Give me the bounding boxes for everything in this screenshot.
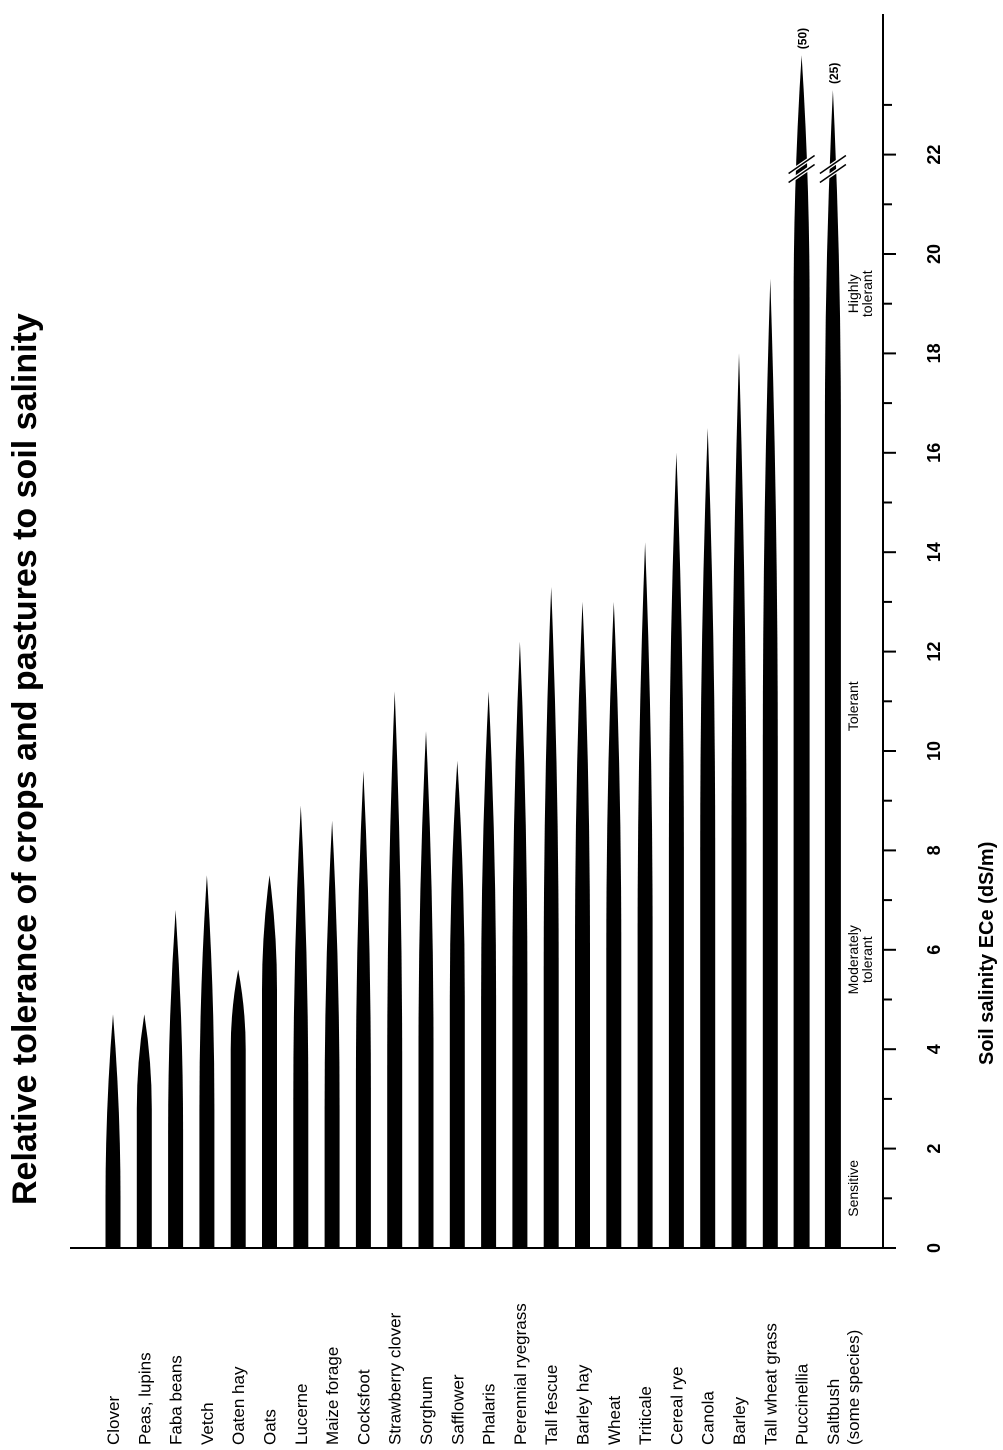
value-axis-title: Soil salinity ECe (dS/m) xyxy=(976,842,998,1065)
category-label-clover: Clover xyxy=(104,1396,123,1445)
bar-sorghum xyxy=(418,731,434,1248)
bar-barley xyxy=(731,353,747,1248)
bar-barley-hay xyxy=(575,601,590,1248)
bar-tall-fescue xyxy=(543,586,559,1248)
bar-phalaris xyxy=(481,691,497,1248)
category-label-sorghum: Sorghum xyxy=(417,1376,436,1445)
category-label-safflower: Safflower xyxy=(448,1374,467,1445)
bar-perennial-ryegrass xyxy=(512,641,528,1248)
category-label-barley: Barley xyxy=(730,1396,749,1445)
bar-cereal-rye xyxy=(668,452,684,1248)
tick-label-6: 6 xyxy=(924,945,944,955)
bar-lucerne xyxy=(293,805,309,1248)
bar-peas-lupins xyxy=(136,1014,152,1248)
bar-puccinellia xyxy=(793,55,810,1249)
category-label-cereal-rye: Cereal rye xyxy=(667,1367,686,1445)
bar-faba-beans xyxy=(168,910,184,1248)
tick-label-20: 20 xyxy=(924,244,944,264)
tick-label-18: 18 xyxy=(924,343,944,363)
category-label-strawberry-clover: Strawberry clover xyxy=(386,1312,405,1445)
bar-oats xyxy=(262,875,277,1248)
bar-maize-forage xyxy=(324,820,340,1248)
category-label-perennial-ryegrass: Perennial ryegrass xyxy=(511,1303,530,1445)
tick-label-8: 8 xyxy=(924,845,944,855)
tick-label-2: 2 xyxy=(924,1144,944,1154)
bar-tall-wheat-grass xyxy=(762,278,778,1249)
category-label-wheat: Wheat xyxy=(605,1396,624,1445)
bar-canola xyxy=(700,427,716,1248)
category-label-tall-wheat-grass: Tall wheat grass xyxy=(761,1323,780,1445)
tick-label-16: 16 xyxy=(924,443,944,463)
category-label-puccinellia: Puccinellia xyxy=(793,1363,812,1445)
category-label-phalaris: Phalaris xyxy=(480,1384,499,1445)
tick-label-0: 0 xyxy=(924,1243,944,1253)
tick-label-12: 12 xyxy=(924,642,944,662)
tick-label-22: 22 xyxy=(924,145,944,165)
zone-label-moderately-tolerant: Moderatelytolerant xyxy=(845,925,875,994)
category-label-triticale: Triticale xyxy=(636,1386,655,1445)
category-label-faba-beans: Faba beans xyxy=(167,1355,186,1445)
category-label-oaten-hay: Oaten hay xyxy=(229,1366,248,1445)
category-label-maize-forage: Maize forage xyxy=(323,1347,342,1445)
category-label-peas-lupins: Peas, lupins xyxy=(135,1352,154,1445)
category-label-tall-fescue: Tall fescue xyxy=(542,1365,561,1445)
category-label-vetch: Vetch xyxy=(198,1402,217,1445)
tick-label-10: 10 xyxy=(924,741,944,761)
zone-labels-group: Sensitive Moderatelytolerant Tolerant Highl… xyxy=(845,270,875,1216)
bar-wheat xyxy=(606,601,622,1248)
bar-vetch xyxy=(199,875,215,1248)
value-label-saltbush: (25) xyxy=(827,63,841,84)
ticks-group: 0 2 4 6 8 10 12 14 16 18 20 22 xyxy=(883,103,944,1253)
value-label-puccinellia: (50) xyxy=(796,28,810,49)
category-label-cocksfoot: Cocksfoot xyxy=(354,1369,373,1445)
axis-break-mark xyxy=(788,154,816,175)
axis-break-mark xyxy=(819,154,847,175)
tick-label-14: 14 xyxy=(924,542,944,562)
bar-strawberry-clover xyxy=(387,691,403,1248)
zone-label-tolerant: Tolerant xyxy=(845,681,861,731)
bar-safflower xyxy=(449,760,465,1248)
category-label-canola: Canola xyxy=(699,1391,718,1445)
axis-break-mark xyxy=(788,163,816,184)
category-label-barley-hay: Barley hay xyxy=(574,1364,593,1445)
tick-label-4: 4 xyxy=(924,1044,944,1054)
bar-saltbush xyxy=(824,89,841,1249)
chart-title: Relative tolerance of crops and pastures… xyxy=(6,313,44,1205)
category-label-saltbush: Saltbush xyxy=(824,1379,843,1445)
bars-group: (50) (25) xyxy=(105,28,848,1249)
category-label-oats: Oats xyxy=(261,1409,280,1445)
zone-label-highly-tolerant: Highlytolerant xyxy=(845,270,875,317)
bar-clover xyxy=(105,1014,121,1248)
chart-title-group: Relative tolerance of crops and pastures… xyxy=(6,313,44,1205)
bar-oaten-hay xyxy=(230,969,246,1248)
bar-cocksfoot xyxy=(355,770,371,1248)
category-sublabel-saltbush: (some species) xyxy=(844,1330,863,1445)
axis-break-mark xyxy=(819,163,847,184)
value-axis-title-group: Soil salinity ECe (dS/m) xyxy=(976,842,998,1065)
zone-label-sensitive: Sensitive xyxy=(845,1160,861,1217)
category-label-lucerne: Lucerne xyxy=(292,1384,311,1445)
bar-triticale xyxy=(637,542,653,1248)
category-labels-group: Clover Peas, lupins Faba beans Vetch Oaten h… xyxy=(104,1303,863,1445)
